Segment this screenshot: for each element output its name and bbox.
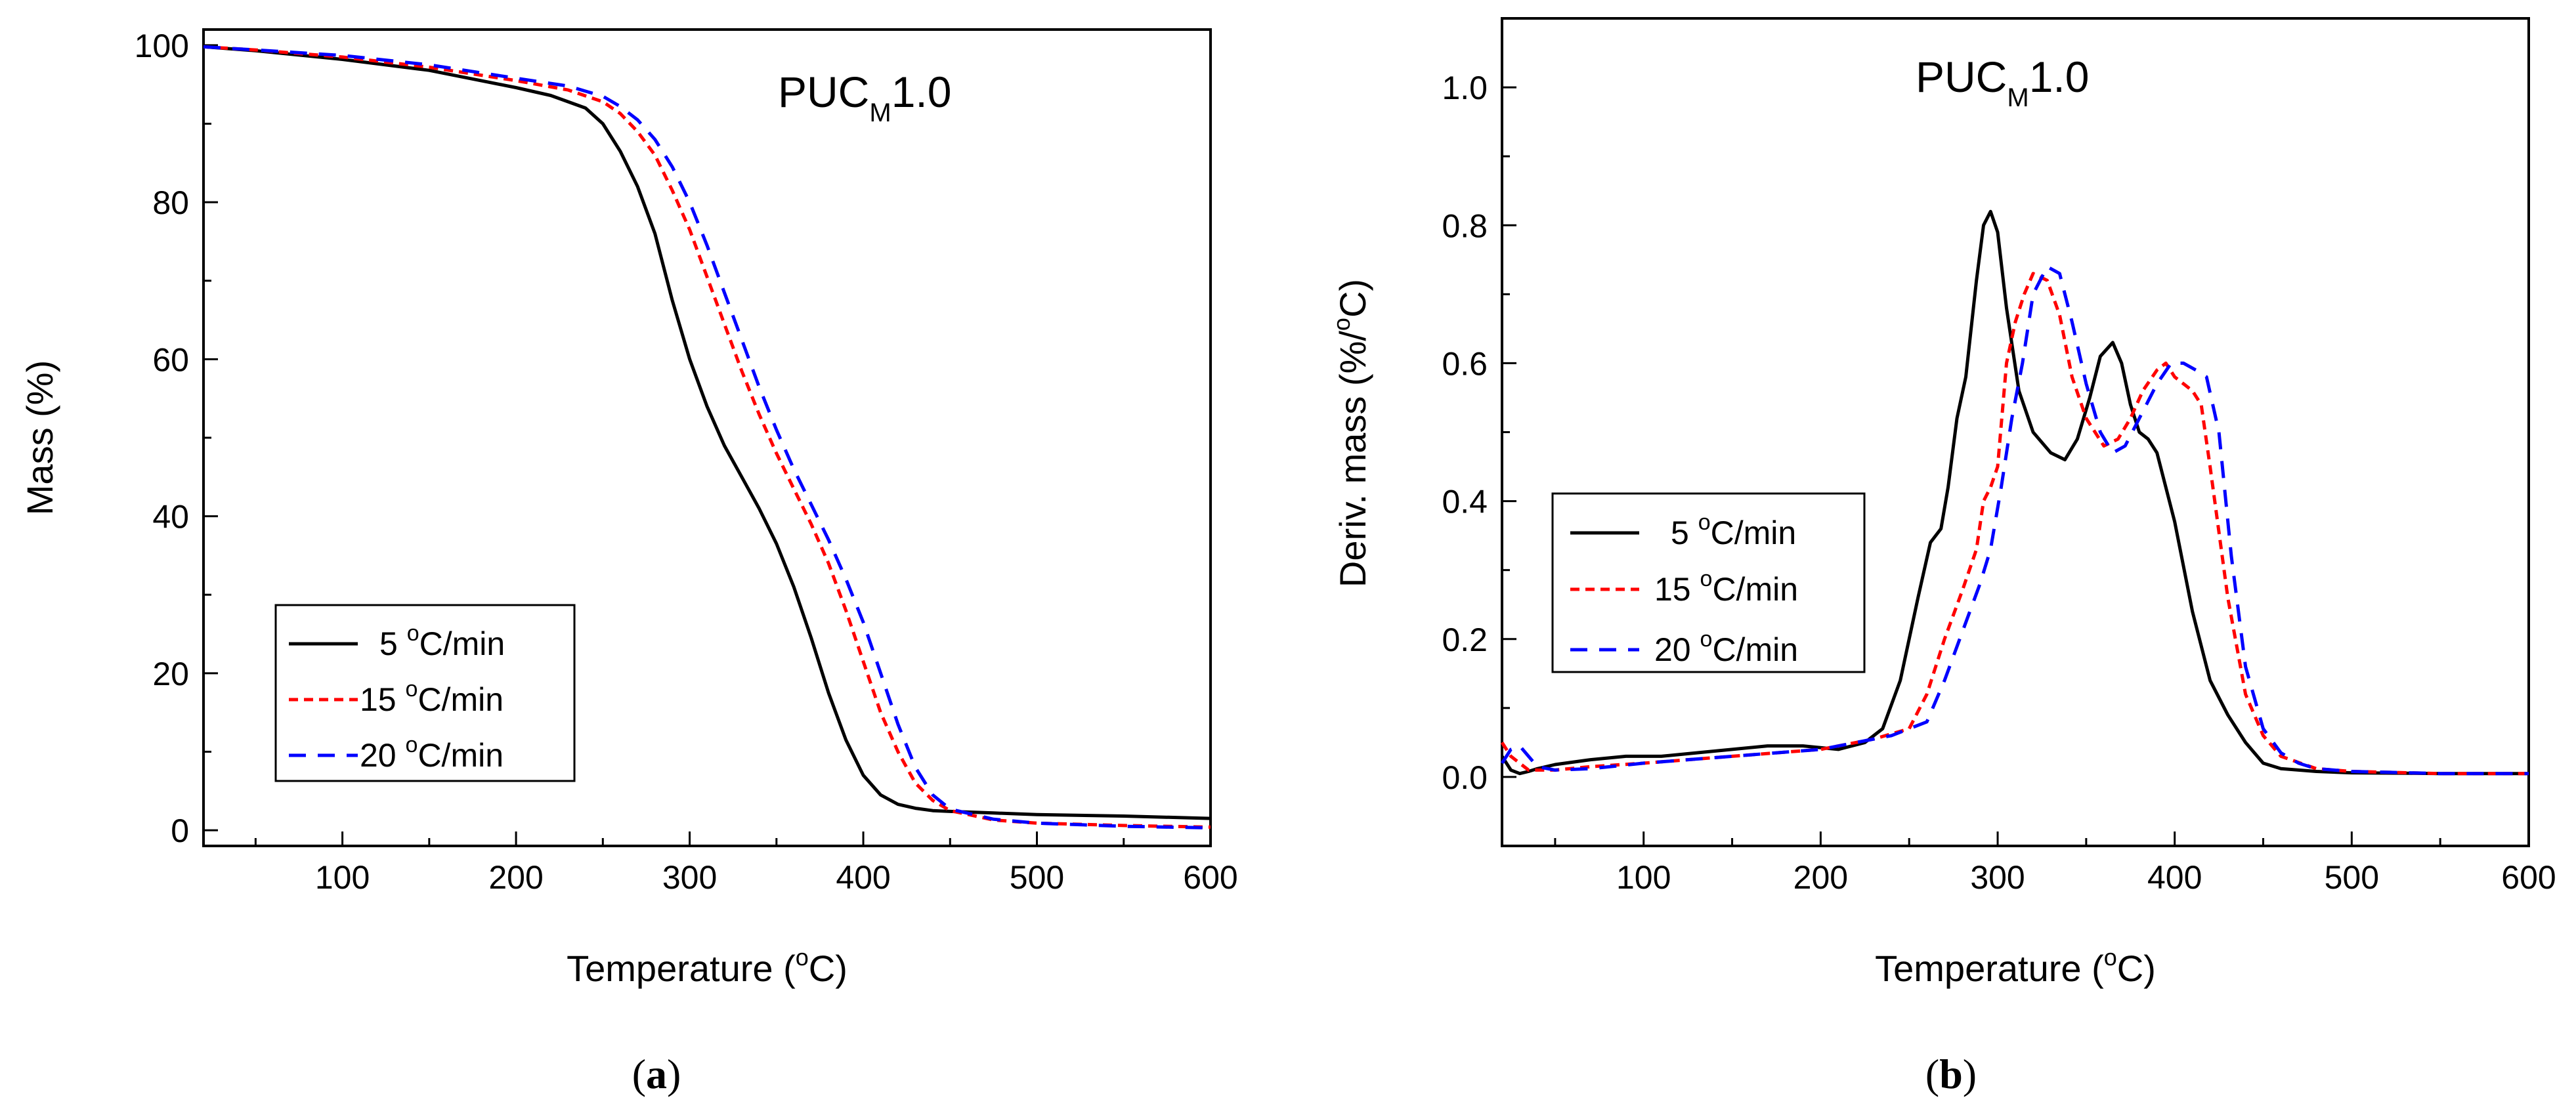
panel-a-ticks: 100 200 300 400 500 600 0 20 40 60 80 100	[135, 28, 1238, 896]
panel-b-legend-box	[1551, 492, 1866, 673]
panel-b-x-tick-label: 100	[1616, 859, 1671, 896]
panel-a-y-tick-label: 80	[152, 184, 189, 221]
panel-b-y-tick-label: 0.0	[1442, 759, 1488, 796]
panel-b-y-tick-label: 0.2	[1442, 621, 1488, 658]
panel-b-ticks: 100 200 300 400 500 600 0.0 0.2 0.4 0.6 0.8 1.0	[1442, 17, 2556, 896]
panel-b-y-tick-label: 0.8	[1442, 207, 1488, 244]
panel-a-legend-box	[274, 604, 576, 782]
panel-a-series-20-line	[203, 45, 1211, 830]
panel-a-legend-label-15: 15 oC/min	[360, 677, 504, 718]
panel-a-x-tick-label: 400	[836, 859, 890, 896]
panel-b-x-tick-label: 400	[2147, 859, 2202, 896]
panel-b-x-axis-title: Temperature (oC)	[1875, 944, 2156, 989]
panel-b-legend-label-5: 5 oC/min	[1671, 510, 1796, 551]
panel-b-x-tick-label: 300	[1970, 859, 2025, 896]
panel-b-legend: 5 oC/min 15 oC/min 20 oC/min	[1551, 492, 1866, 673]
panel-b-caption: (b)	[1925, 1051, 1977, 1097]
panel-b-x-tick-label: 600	[2501, 859, 2556, 896]
panel-a-legend: 5 oC/min 15 oC/min 20 oC/min	[274, 604, 576, 782]
panel-b-series-15-line	[1500, 272, 2529, 776]
panel-a-legend-label-5: 5 oC/min	[379, 621, 505, 662]
panel-b-series-20-line	[1500, 264, 2529, 776]
panel-a-y-tick-label: 0	[171, 812, 189, 849]
panel-a-x-tick-label: 600	[1183, 859, 1237, 896]
panel-b-y-tick-label: 1.0	[1442, 70, 1488, 106]
panel-a-y-tick-label: 20	[152, 656, 189, 692]
panel-b-series	[1500, 209, 2529, 776]
panel-a-title: PUCM1.0	[778, 68, 951, 127]
panel-b-plot-frame	[1501, 17, 2530, 847]
panel-a-x-tick-label: 300	[662, 859, 717, 896]
panel-a-series-5-line	[203, 45, 1211, 820]
panel-b-y-tick-label: 0.4	[1442, 484, 1488, 520]
panel-b-y-axis-title: Deriv. mass (%/oC)	[1328, 279, 1373, 587]
panel-b-series-5-line	[1500, 209, 2529, 776]
panel-a-y-tick-label: 100	[135, 28, 189, 64]
panel-a-series	[203, 45, 1211, 830]
panel-a-x-axis-title: Temperature (oC)	[567, 944, 848, 989]
panel-a-y-tick-label: 40	[152, 499, 189, 536]
panel-b-legend-label-20: 20 oC/min	[1654, 627, 1798, 668]
panel-b-y-tick-label: 0.6	[1442, 345, 1488, 382]
panel-a-mass-chart: 100 200 300 400 500 600 0 20 40 60 80 100 PUCM1.0 M…	[19, 28, 1238, 1097]
panel-a-caption: (a)	[632, 1051, 681, 1097]
panel-a-legend-label-20: 20 oC/min	[360, 732, 504, 774]
panel-a-series-15-line	[203, 45, 1211, 829]
panel-b-title: PUCM1.0	[1916, 53, 2089, 112]
panel-b-x-tick-label: 500	[2325, 859, 2379, 896]
panel-a-x-tick-label: 200	[488, 859, 543, 896]
panel-a-y-tick-label: 60	[152, 341, 189, 378]
panel-a-x-tick-label: 500	[1010, 859, 1064, 896]
panel-b-legend-label-15: 15 oC/min	[1654, 566, 1798, 608]
panel-b-x-tick-label: 200	[1793, 859, 1848, 896]
panel-a-x-tick-label: 100	[315, 859, 370, 896]
panel-a-y-axis-title: Mass (%)	[19, 360, 60, 515]
panel-b-derivative-chart: 100 200 300 400 500 600 0.0 0.2 0.4 0.6 0.8 1.0 PUC…	[1328, 17, 2556, 1097]
